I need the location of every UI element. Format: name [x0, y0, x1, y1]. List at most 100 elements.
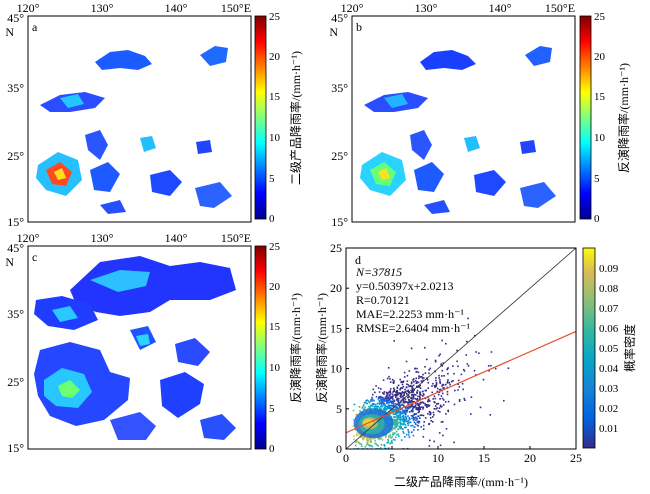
scatter-point — [368, 401, 371, 404]
scatter-point — [424, 346, 426, 349]
scatter-point — [383, 407, 386, 410]
scatter-point — [376, 402, 379, 405]
scatter-point — [362, 408, 365, 411]
scatter-point — [370, 398, 372, 401]
scatter-point — [436, 387, 439, 390]
scatter-point — [419, 414, 422, 417]
scatter-point — [378, 436, 381, 439]
scatter-point — [402, 419, 405, 421]
scatter-point — [355, 441, 357, 444]
scatter-point — [399, 378, 401, 381]
scatter-point — [385, 436, 387, 438]
scatter-point — [419, 401, 422, 404]
scatter-point — [394, 408, 396, 411]
scatter-point — [442, 420, 444, 423]
scatter-point — [406, 393, 408, 395]
scatter-point — [441, 397, 444, 400]
scatter-point — [401, 392, 403, 395]
scatter-point — [428, 405, 430, 407]
scatter-point — [363, 404, 365, 406]
scatter-point — [452, 365, 454, 367]
scatter-point — [420, 380, 423, 382]
scatter-point — [408, 436, 411, 438]
scatter-point — [415, 382, 417, 384]
scatter-point — [387, 438, 389, 441]
scatter-point — [375, 385, 377, 387]
scatter-point — [413, 406, 415, 409]
scatter-point — [396, 406, 399, 409]
scatter-point — [439, 379, 441, 381]
scatter-point — [357, 434, 360, 436]
map-c-x-ticks: 120° 130° 140° 150°E — [17, 231, 251, 245]
x-tick-label: 25 — [570, 451, 582, 465]
scatter-point — [392, 438, 395, 441]
scatter-point — [399, 414, 402, 417]
scatter-point — [437, 393, 440, 396]
scatter-point — [374, 440, 376, 442]
scatter-point — [435, 385, 437, 388]
scatter-point — [482, 378, 485, 381]
scatter-point — [424, 404, 427, 407]
scatter-point — [397, 399, 399, 402]
scatter-point — [399, 395, 402, 397]
density-tick-label: 0.04 — [599, 363, 619, 375]
scatter-point — [389, 390, 391, 392]
colorbar-b-tick: 10 — [594, 132, 606, 144]
scatter-point — [447, 379, 449, 381]
density-colorbar-label: 概率密度 — [622, 324, 637, 372]
scatter-point — [396, 391, 399, 394]
scatter-point — [400, 387, 402, 389]
scatter-point — [446, 386, 449, 389]
scatter-point — [422, 424, 425, 427]
scatter-point — [402, 399, 405, 402]
scatter-point — [466, 363, 469, 365]
scatter-point — [402, 385, 405, 388]
stat-rmse: RMSE=2.6404 mm·h⁻¹ — [356, 321, 470, 335]
scatter-point — [364, 436, 366, 439]
scatter-point — [441, 385, 443, 387]
scatter-point — [379, 405, 382, 408]
scatter-point — [393, 388, 396, 391]
scatter-point — [419, 384, 421, 387]
map-b-xtick-2: 140° — [489, 1, 512, 15]
scatter-point — [439, 398, 441, 400]
scatter-point — [394, 416, 397, 418]
scatter-point — [408, 399, 410, 401]
scatter-point — [394, 403, 397, 405]
scatter-point — [407, 422, 409, 425]
scatter-point — [426, 358, 428, 361]
scatter-point — [440, 421, 443, 423]
scatter-point — [398, 426, 400, 428]
scatter-point — [371, 400, 373, 402]
scatter-point — [407, 424, 410, 426]
scatter-point — [385, 399, 388, 402]
scatter-point — [390, 436, 392, 439]
scatter-point — [391, 404, 393, 407]
scatter-point — [429, 400, 431, 402]
x-tick-label: 10 — [432, 451, 444, 465]
map-a-ytick-n: N — [5, 25, 14, 39]
map-b-ytick-3: 15° — [331, 215, 348, 229]
scatter-point — [392, 427, 394, 429]
scatter-point — [362, 437, 364, 439]
scatter-point — [405, 418, 408, 421]
scatter-point — [421, 401, 424, 403]
map-a-xtick-2: 140° — [165, 1, 188, 15]
scatter-point — [450, 380, 453, 383]
scatter-point — [433, 385, 436, 387]
scatter-point — [359, 436, 362, 438]
scatter-point — [353, 403, 356, 406]
scatter-point — [405, 406, 408, 409]
scatter-point — [400, 396, 402, 399]
scatter-point — [393, 416, 395, 418]
scatter-point — [403, 394, 405, 397]
scatter-point — [404, 424, 407, 426]
scatter-point — [441, 339, 443, 342]
scatter-point — [435, 377, 437, 379]
scatter-point — [426, 406, 428, 408]
scatter-point — [447, 367, 449, 369]
scatter-point — [457, 383, 460, 385]
scatter-point — [417, 381, 420, 384]
scatter-stats: N=37815 y=0.50397x+2.0213 R=0.70121 MAE=… — [355, 265, 470, 335]
scatter-point — [363, 408, 366, 411]
